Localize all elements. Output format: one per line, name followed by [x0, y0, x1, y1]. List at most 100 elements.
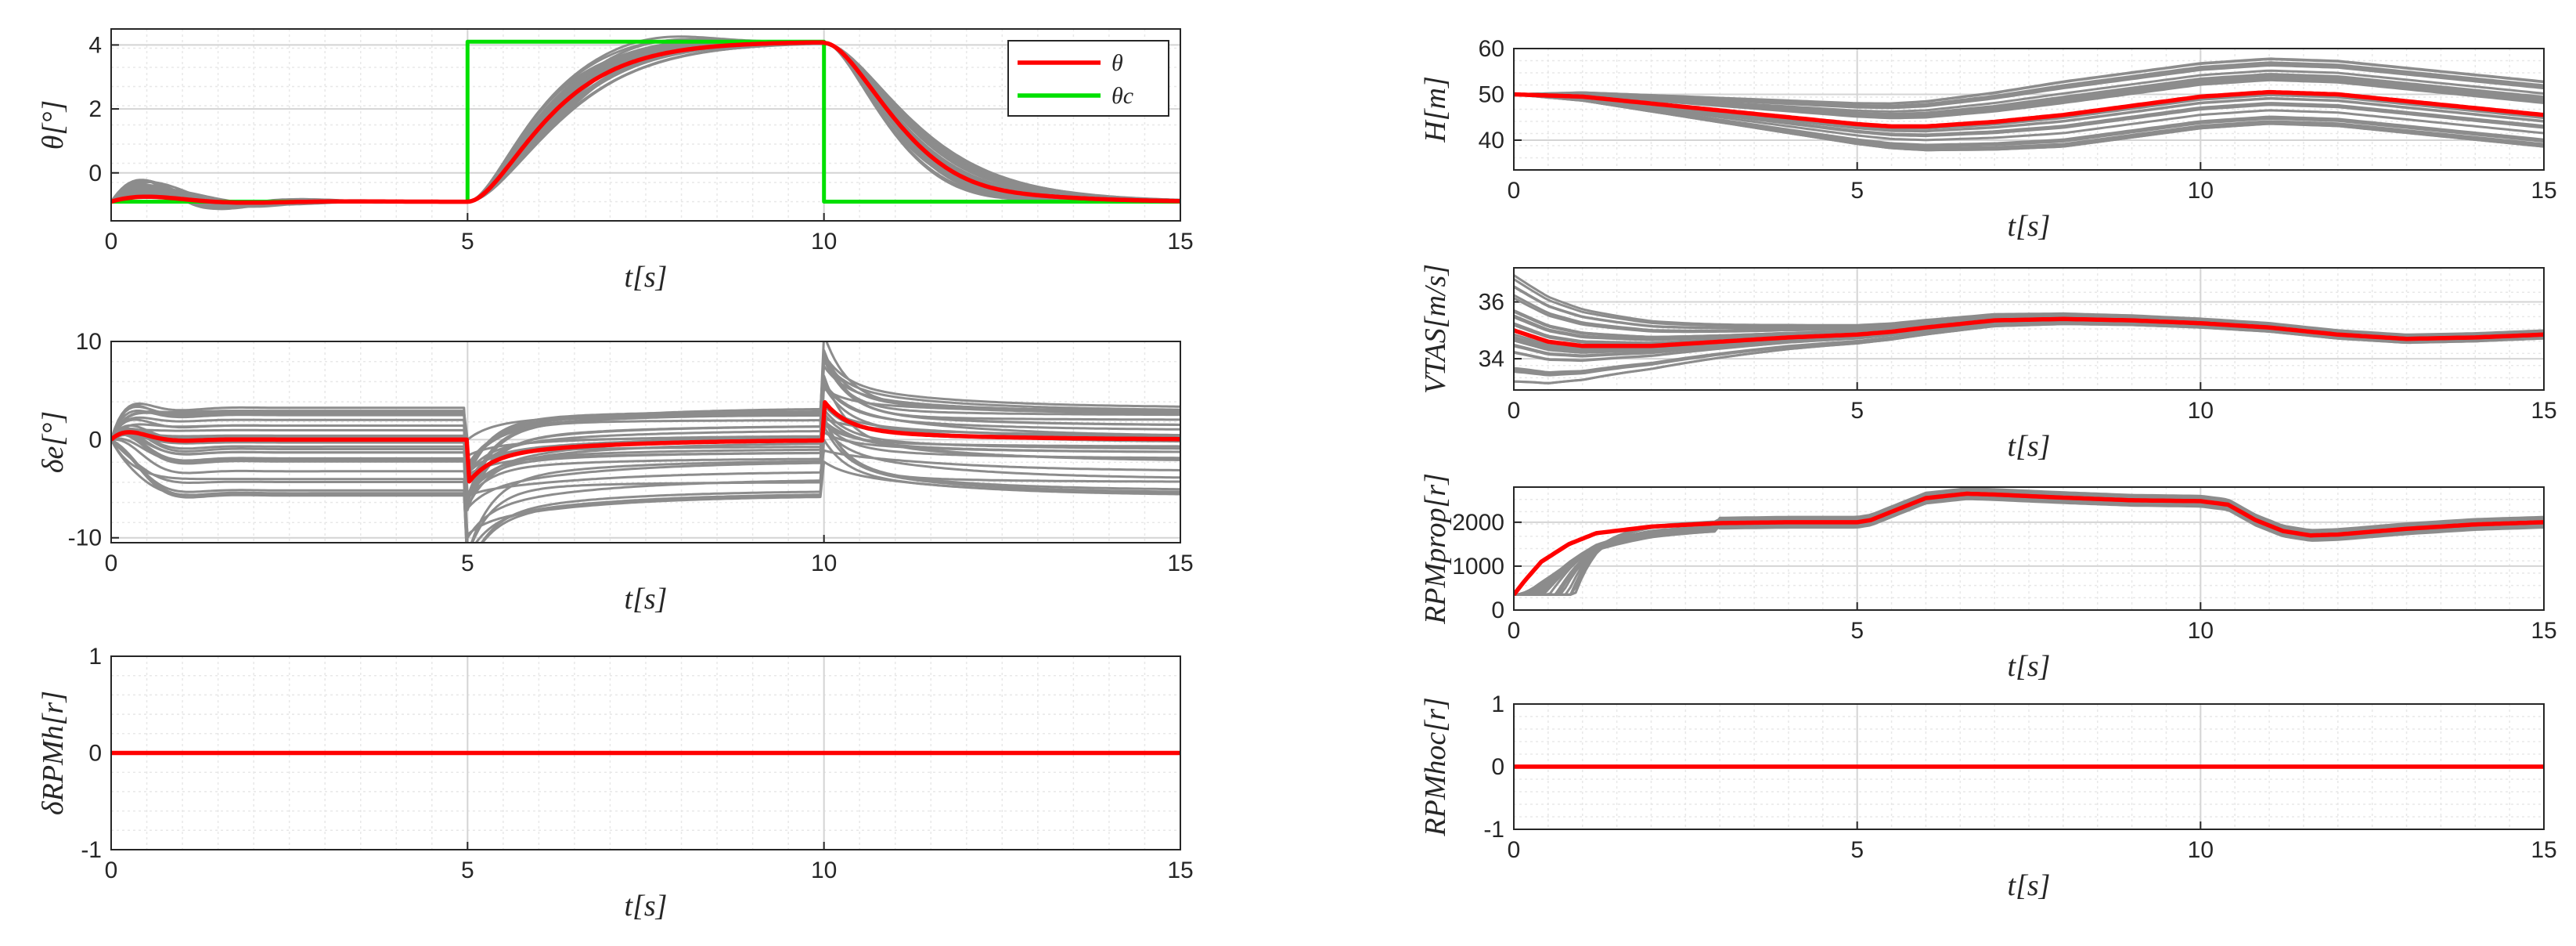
x-axis-label: t[s]	[625, 583, 668, 616]
y-axis-label: δe[°]	[37, 411, 70, 473]
y-tick-label: 0	[88, 161, 102, 186]
monte-carlo-run-line	[111, 439, 1180, 536]
x-tick-label: 0	[105, 551, 118, 576]
x-axis-label: t[s]	[625, 261, 668, 294]
monte-carlo-run-line	[111, 404, 1180, 475]
monte-carlo-run-line	[1514, 62, 2544, 108]
x-tick-label: 10	[811, 858, 837, 883]
delta_e-plot-area	[111, 341, 1180, 543]
y-tick-label: -10	[68, 525, 102, 551]
vtas-axes-box	[1513, 267, 2545, 391]
x-tick-label: 0	[1508, 178, 1521, 204]
x-tick-label: 15	[2531, 398, 2556, 424]
x-axis-label: t[s]	[2008, 430, 2051, 463]
vtas-plot-area	[1514, 274, 2544, 385]
y-axis-label: RPMhoc[r]	[1419, 697, 1452, 836]
y-tick-label: 10	[76, 329, 102, 355]
altitude-axes-box	[1513, 48, 2545, 171]
x-tick-label: 10	[811, 551, 837, 576]
y-tick-label: 2000	[1452, 510, 1504, 536]
y-tick-label: -1	[81, 837, 102, 863]
x-tick-label: 5	[1850, 398, 1864, 424]
nominal-rpm_prop-line	[1514, 491, 2544, 597]
monte-carlo-run-line	[1514, 74, 2544, 117]
x-tick-label: 15	[1167, 858, 1193, 883]
monte-carlo-run-line	[1514, 93, 2544, 142]
y-axis-label: H[m]	[1419, 76, 1452, 143]
y-tick-label: 2	[88, 96, 102, 122]
y-axis-label: θ[°]	[37, 100, 70, 150]
monte-carlo-run-line	[111, 387, 1180, 441]
y-tick-label: 40	[1479, 128, 1504, 153]
y-tick-label: 50	[1479, 81, 1504, 107]
x-tick-label: 5	[461, 551, 474, 576]
delta_rpm-axes-box	[110, 655, 1181, 850]
x-tick-label: 10	[2188, 618, 2214, 644]
monte-carlo-run-line	[111, 415, 1180, 543]
y-tick-label: 36	[1479, 290, 1504, 316]
monte-carlo-run-line	[1514, 93, 2544, 136]
y-tick-label: 60	[1479, 36, 1504, 62]
y-tick-label: 1	[88, 644, 102, 670]
x-axis-label: t[s]	[625, 890, 668, 923]
x-tick-label: 15	[1167, 229, 1193, 255]
legend: θ θc	[1007, 40, 1169, 117]
nominal-delta_e-line	[111, 400, 1180, 484]
y-tick-label: -1	[1483, 817, 1504, 843]
rpm_prop-plot-area	[1514, 487, 2544, 597]
y-tick-label: 0	[1491, 598, 1504, 623]
vtas-axes: 0 5 10 15 34 36 t[s] VTAS[m/s]	[1419, 264, 2557, 463]
y-tick-label: 0	[88, 741, 102, 767]
x-tick-label: 0	[1508, 837, 1521, 863]
legend-entry-label: θc	[1111, 83, 1133, 109]
x-axis-label: t[s]	[2008, 869, 2051, 902]
y-tick-label: 0	[1491, 754, 1504, 780]
altitude-axes: 0 5 10 15 40 50 60 t[s] H[m]	[1419, 36, 2557, 243]
monte-carlo-run-line	[111, 421, 1180, 500]
monte-carlo-run-line	[1514, 497, 2544, 596]
monte-carlo-run-line	[111, 383, 1180, 484]
theta-plot-area	[111, 35, 1180, 211]
x-tick-label: 5	[1850, 178, 1864, 204]
x-tick-label: 15	[2531, 837, 2556, 863]
monte-carlo-run-line	[111, 426, 1180, 540]
x-tick-label: 15	[1167, 551, 1193, 576]
nominal-vtas-line	[1514, 316, 2544, 348]
monte-carlo-run-line	[1514, 323, 2544, 385]
theta-axes-box	[110, 28, 1181, 222]
x-tick-label: 5	[461, 858, 474, 883]
x-tick-label: 10	[811, 229, 837, 255]
rpm_prop-axes-box	[1513, 486, 2545, 611]
monte-carlo-run-line	[111, 423, 1180, 473]
x-axis-label: t[s]	[2008, 650, 2051, 683]
y-tick-label: 34	[1479, 346, 1504, 372]
x-tick-label: 10	[2188, 837, 2214, 863]
monte-carlo-run-line	[1514, 69, 2544, 113]
x-tick-label: 0	[1508, 398, 1521, 424]
y-tick-label: 1	[1491, 691, 1504, 717]
y-tick-label: 4	[88, 32, 102, 58]
x-tick-label: 5	[1850, 618, 1864, 644]
legend-entry-label: θ	[1111, 50, 1123, 76]
monte-carlo-run-line	[1514, 93, 2544, 150]
monte-carlo-run-line	[1514, 78, 2544, 120]
altitude-plot-area	[1514, 57, 2544, 152]
monte-carlo-run-line	[111, 349, 1180, 499]
rpm_prop-axes: 0 5 10 15 0 1000 2000 t[s] RPMprop[r]	[1419, 473, 2557, 683]
rpm_prop-minor-grid	[1513, 486, 2545, 611]
x-tick-label: 15	[2531, 178, 2556, 204]
x-tick-label: 0	[1508, 618, 1521, 644]
x-tick-label: 5	[1850, 837, 1864, 863]
x-tick-label: 0	[105, 858, 118, 883]
y-tick-label: 1000	[1452, 554, 1504, 580]
vtas-minor-grid	[1513, 267, 2545, 391]
monte-carlo-run-line	[111, 359, 1180, 478]
monte-carlo-run-line	[111, 349, 1180, 511]
monte-carlo-run-line	[1514, 57, 2544, 105]
y-axis-label: VTAS[m/s]	[1419, 264, 1452, 394]
monte-carlo-run-line	[1514, 495, 2544, 596]
